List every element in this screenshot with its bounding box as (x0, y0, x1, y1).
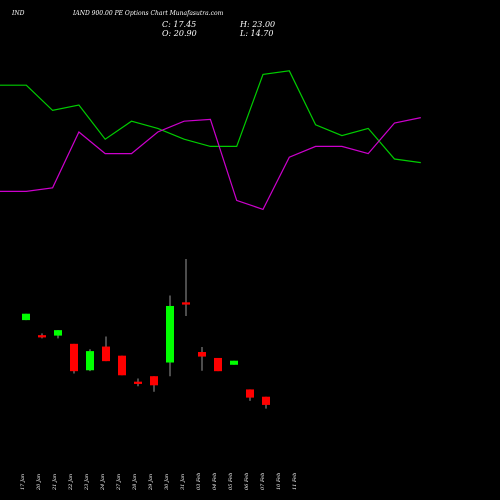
candle-body (150, 376, 158, 386)
x-tick-label: 23 Jan (84, 474, 90, 491)
x-axis-labels: 17 Jan 20 Jan 21 Jan 22 Jan 23 Jan 24 Jan 27 J… (20, 473, 298, 491)
candle-body (118, 355, 126, 376)
x-tick-label: 24 Jan (100, 474, 106, 491)
x-tick-label: 30 Jan (164, 474, 170, 490)
x-tick-label: 28 Jan (132, 474, 138, 491)
candle-body (230, 360, 238, 365)
x-tick-label: 11 Feb (292, 473, 298, 490)
x-tick-label: 27 Jan (116, 474, 122, 491)
candle-body (38, 335, 46, 338)
open-value: O: 20.90 (162, 29, 197, 38)
high-value: H: 23.00 (240, 20, 276, 29)
x-tick-label: 20 Jan (36, 474, 42, 491)
low-value: L: 14.70 (240, 29, 274, 38)
candle-body (198, 352, 206, 357)
x-tick-label: 22 Jan (68, 474, 74, 491)
x-tick-label: 03 Feb (196, 473, 202, 490)
candle-body (262, 396, 270, 405)
x-tick-label: 21 Jan (52, 474, 58, 491)
candle-body (22, 313, 30, 321)
candle-body (86, 351, 94, 371)
candle-body (102, 346, 110, 362)
magenta-indicator-line (0, 117, 421, 211)
indicator-lines (0, 70, 421, 211)
candle-body (134, 381, 142, 384)
x-tick-label: 04 Feb (212, 473, 218, 490)
candle-body (166, 305, 174, 363)
candle-body (246, 389, 254, 398)
green-indicator-line (0, 70, 421, 164)
candle-body (182, 302, 190, 305)
x-tick-label: 31 Jan (180, 474, 186, 490)
x-tick-label: 29 Jan (148, 474, 154, 491)
candle-body (54, 330, 62, 336)
candlesticks (22, 259, 270, 409)
symbol-label: IND (12, 10, 25, 17)
x-tick-label: 05 Feb (228, 473, 234, 490)
x-tick-label: 17 Jan (20, 474, 26, 490)
close-value: C: 17.45 (162, 20, 197, 29)
chart-title: IAND 900.00 PE Options Chart Munafasutra… (73, 10, 224, 17)
x-tick-label: 06 Feb (244, 473, 250, 490)
candle-body (214, 357, 222, 372)
x-tick-label: 10 Feb (276, 473, 282, 490)
candle-body (70, 343, 78, 372)
x-tick-label: 07 Feb (260, 473, 266, 490)
